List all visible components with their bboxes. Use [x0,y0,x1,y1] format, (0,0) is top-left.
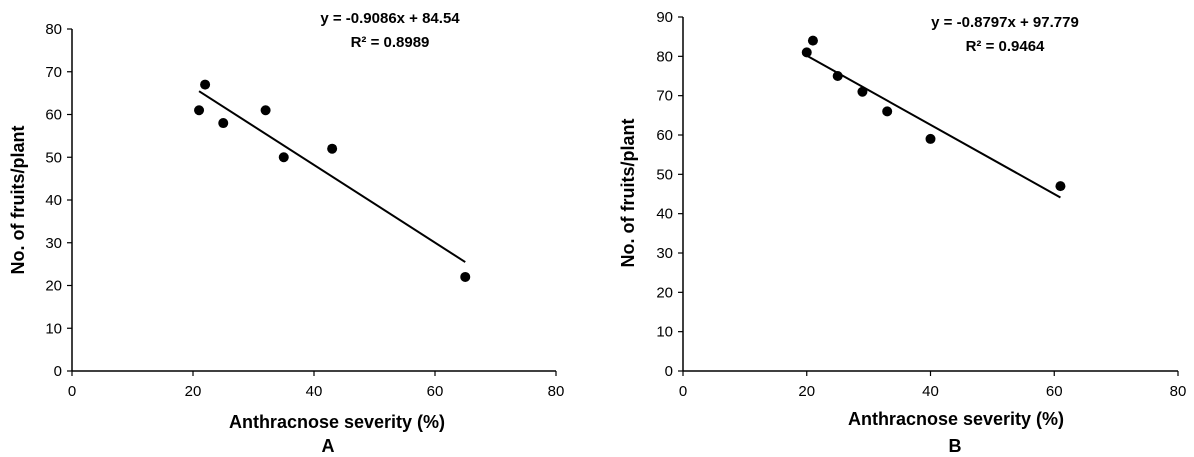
y-axis-title: No. of fruits/plant [618,119,638,268]
y-tick-label: 40 [45,192,62,209]
x-tick-label: 20 [185,383,202,400]
y-tick-label: 90 [656,9,673,26]
y-tick-label: 10 [656,324,673,341]
x-tick-label: 60 [1046,383,1063,400]
trendline [198,90,466,263]
data-point [1055,181,1066,192]
x-tick-label: 0 [68,383,76,400]
y-tick-label: 70 [45,64,62,81]
y-tick-label: 60 [45,107,62,124]
data-point [260,105,271,116]
x-tick-label: 0 [679,383,687,400]
x-tick-label: 80 [1170,383,1187,400]
x-axis-title: Anthracnose severity (%) [848,409,1064,429]
panel-label: A [322,436,335,456]
r-squared-label: R² = 0.9464 [966,38,1045,55]
chart-panel-b: 0 10 20 30 40 50 60 70 80 90 0 20 40 60 80 y = -0.8797x… [618,9,1186,456]
x-tick-label: 40 [922,383,939,400]
data-point [857,86,868,97]
y-tick-label: 0 [665,363,673,380]
y-tick-label: 10 [45,320,62,337]
y-tick-label: 30 [656,245,673,262]
y-tick-label: 20 [45,278,62,295]
trendline [806,54,1061,199]
data-point [200,79,211,90]
trendline-equation: y = -0.8797x + 97.779 [931,14,1079,31]
y-tick-label: 80 [656,48,673,65]
data-point [194,105,205,116]
y-tick-label: 60 [656,127,673,144]
chart-panel-a: 0 10 20 30 40 50 60 70 80 0 20 40 60 80 y = -0.9086x +… [8,10,564,456]
data-point [278,152,289,163]
data-point [460,271,471,282]
y-axis-title: No. of fruits/plant [8,126,28,275]
x-axis-title: Anthracnose severity (%) [229,412,445,432]
x-tick-label: 60 [427,383,444,400]
y-tick-label: 20 [656,284,673,301]
x-tick-label: 80 [548,383,565,400]
data-point [807,35,818,46]
data-point [925,133,936,144]
data-point [832,71,843,81]
data-point [218,118,229,129]
data-point [882,106,893,117]
trendline-equation: y = -0.9086x + 84.54 [320,10,460,27]
y-tick-label: 30 [45,235,62,252]
data-point [327,143,338,154]
r-squared-label: R² = 0.8989 [351,34,430,51]
panel-label: B [949,436,962,456]
y-tick-label: 70 [656,88,673,105]
y-tick-label: 50 [656,166,673,183]
y-tick-label: 0 [54,363,62,380]
x-tick-label: 20 [798,383,815,400]
data-point [801,47,812,58]
y-tick-label: 50 [45,149,62,166]
x-tick-label: 40 [306,383,323,400]
y-tick-label: 80 [45,21,62,38]
y-tick-label: 40 [656,206,673,223]
